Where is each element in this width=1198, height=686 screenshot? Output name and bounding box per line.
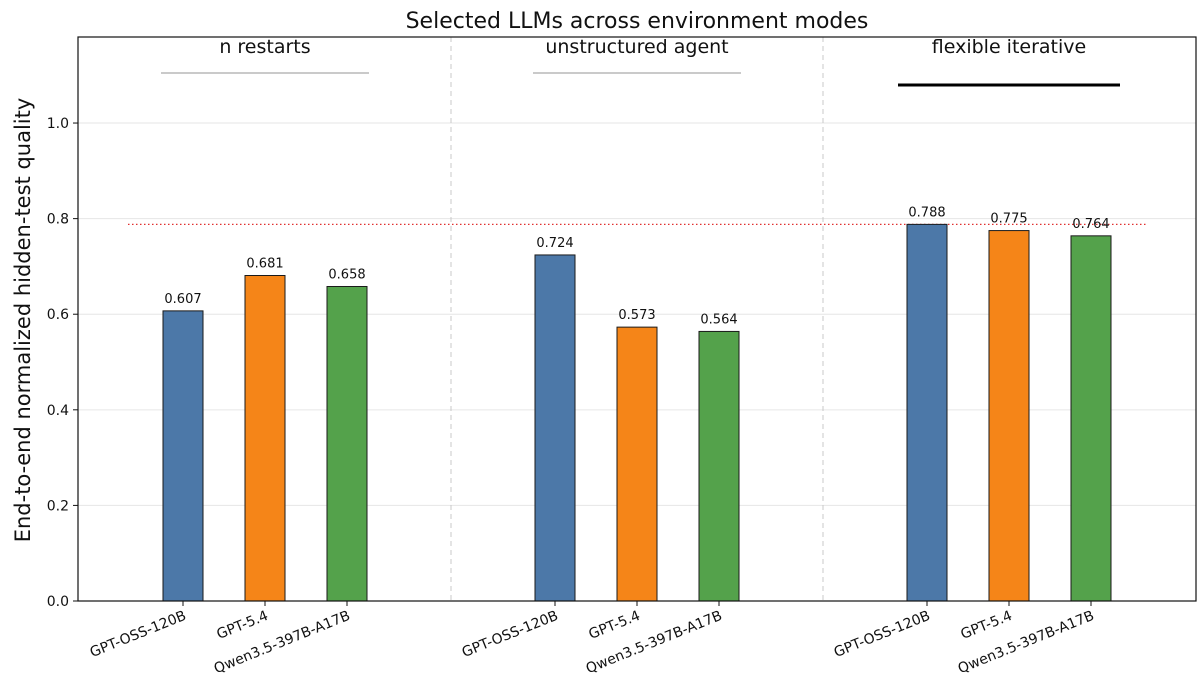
bar-value-label: 0.573 <box>618 308 655 323</box>
bar-value-label: 0.724 <box>536 236 573 251</box>
y-tick-label: 0.0 <box>47 594 69 610</box>
bar-value-label: 0.564 <box>700 312 737 327</box>
bar <box>698 330 740 602</box>
plot-area: 0.0 0.2 0.4 0.6 0.8 1.0 n restarts 0.607 GPT-OSS… <box>47 36 1197 677</box>
x-tick-label: GPT-5.4 <box>587 608 643 643</box>
bar <box>162 310 204 602</box>
y-axis-label: End-to-end normalized hidden-test qualit… <box>11 98 35 543</box>
x-tick-label: GPT-5.4 <box>959 608 1015 643</box>
bar <box>326 285 368 602</box>
group-label: flexible iterative <box>932 36 1086 58</box>
group-label: unstructured agent <box>545 36 728 58</box>
plot-frame <box>77 36 1197 602</box>
x-tick-label: GPT-5.4 <box>215 608 271 643</box>
bar <box>534 254 576 602</box>
x-tick-label: GPT-OSS-120B <box>88 608 189 661</box>
bar-value-label: 0.775 <box>990 212 1027 227</box>
y-tick-label: 1.0 <box>47 116 69 132</box>
bar <box>244 275 286 602</box>
x-tick-label: Qwen3.5-397B-A17B <box>212 608 353 677</box>
bar <box>1070 235 1112 602</box>
bar-value-label: 0.658 <box>328 267 365 282</box>
bar <box>906 223 948 602</box>
x-tick-label: Qwen3.5-397B-A17B <box>584 608 725 677</box>
x-tick-label: GPT-OSS-120B <box>460 608 561 661</box>
y-tick-label: 0.4 <box>47 403 69 419</box>
x-tick-label: GPT-OSS-120B <box>832 608 933 661</box>
bar <box>988 230 1030 602</box>
chart-title: Selected LLMs across environment modes <box>406 9 869 34</box>
y-tick-label: 0.8 <box>47 212 69 228</box>
bar <box>616 326 658 602</box>
bar-value-label: 0.681 <box>246 257 283 272</box>
bar-value-label: 0.788 <box>908 205 945 220</box>
y-tick-label: 0.6 <box>47 307 69 323</box>
bar-value-label: 0.607 <box>164 292 201 307</box>
bar-value-label: 0.764 <box>1072 217 1109 232</box>
x-tick-label: Qwen3.5-397B-A17B <box>956 608 1097 677</box>
group-label: n restarts <box>219 36 310 58</box>
y-tick-label: 0.2 <box>47 498 69 514</box>
